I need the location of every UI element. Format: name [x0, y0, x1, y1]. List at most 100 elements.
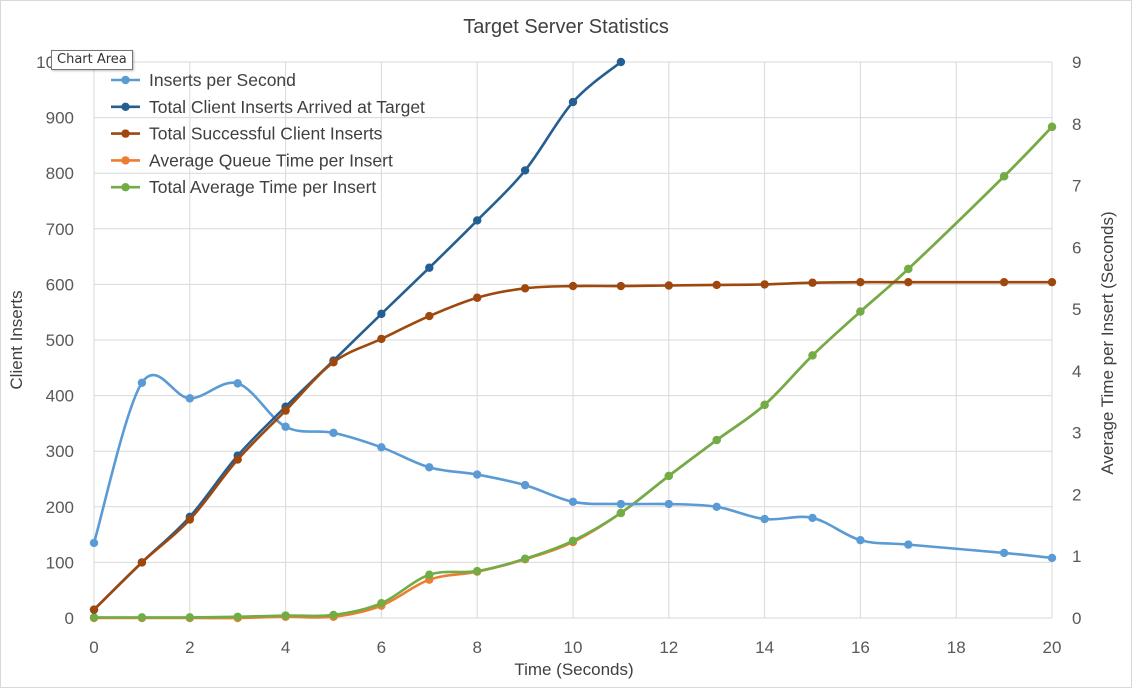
data-point[interactable] [233, 612, 242, 621]
data-point[interactable] [520, 480, 530, 490]
data-point[interactable] [904, 264, 913, 274]
data-point[interactable] [520, 554, 530, 563]
data-point[interactable] [377, 598, 386, 608]
data-point[interactable] [712, 280, 721, 290]
data-point[interactable] [1047, 553, 1057, 563]
data-point[interactable] [1047, 122, 1057, 132]
data-point[interactable] [520, 284, 530, 293]
y2-tick-label: 4 [1072, 362, 1081, 381]
data-point[interactable] [904, 277, 913, 287]
data-point[interactable] [520, 166, 530, 175]
y2-tick-label: 6 [1072, 238, 1081, 257]
data-point[interactable] [377, 443, 386, 452]
chart-title: Target Server Statistics [463, 16, 669, 38]
data-point[interactable] [233, 455, 242, 464]
data-point[interactable] [425, 311, 434, 321]
data-point[interactable] [664, 281, 673, 290]
data-point[interactable] [616, 508, 626, 518]
y-tick-label: 900 [46, 109, 74, 128]
y2-tick-label: 1 [1072, 547, 1081, 566]
data-point[interactable] [999, 172, 1009, 181]
data-point[interactable] [425, 463, 434, 472]
y2-tick-label: 2 [1072, 485, 1081, 504]
data-point[interactable] [712, 435, 721, 445]
data-point[interactable] [329, 610, 338, 620]
legend-item[interactable]: Average Queue Time per Insert [111, 150, 393, 170]
data-point[interactable] [473, 470, 482, 479]
data-point[interactable] [185, 515, 194, 524]
data-point[interactable] [856, 535, 865, 545]
data-point[interactable] [185, 394, 194, 403]
data-point[interactable] [760, 514, 769, 524]
data-point[interactable] [808, 278, 817, 287]
data-point[interactable] [137, 378, 147, 388]
data-point[interactable] [425, 570, 434, 579]
data-point[interactable] [856, 307, 865, 316]
x-tick-label: 14 [755, 638, 774, 657]
data-point[interactable] [185, 613, 194, 622]
data-point[interactable] [999, 548, 1009, 558]
data-point[interactable] [281, 406, 290, 415]
series-line [93, 60, 622, 611]
data-point[interactable] [1047, 277, 1057, 287]
legend-item[interactable]: Inserts per Second [111, 70, 296, 90]
data-point[interactable] [473, 566, 482, 576]
data-point[interactable] [425, 263, 434, 272]
data-point[interactable] [616, 499, 626, 509]
data-point[interactable] [712, 502, 721, 511]
data-point[interactable] [904, 540, 913, 549]
data-point[interactable] [999, 277, 1009, 287]
data-point[interactable] [473, 216, 482, 225]
legend[interactable]: Inserts per Second Total Client Inserts A… [111, 70, 425, 197]
data-point[interactable] [808, 351, 817, 360]
data-point[interactable] [760, 280, 769, 289]
data-point[interactable] [89, 605, 99, 614]
data-point[interactable] [808, 513, 817, 523]
data-point[interactable] [89, 613, 99, 622]
legend-swatch-marker [121, 156, 130, 165]
data-point[interactable] [568, 97, 578, 107]
data-point[interactable] [568, 536, 578, 545]
y2-tick-label: 0 [1072, 609, 1081, 628]
series-2[interactable] [89, 277, 1057, 614]
data-point[interactable] [664, 471, 673, 481]
legend-item[interactable]: Total Average Time per Insert [111, 177, 376, 197]
x-tick-label: 16 [851, 638, 870, 657]
data-point[interactable] [137, 558, 147, 567]
y-tick-label: 600 [46, 275, 74, 294]
x-tick-label: 0 [89, 638, 98, 657]
data-point[interactable] [664, 499, 673, 509]
data-point[interactable] [568, 497, 578, 506]
x-tick-label: 2 [185, 638, 194, 657]
data-point[interactable] [473, 293, 482, 302]
data-point[interactable] [281, 611, 290, 620]
series-4[interactable] [89, 122, 1057, 622]
legend-label: Total Average Time per Insert [149, 177, 376, 197]
x-tick-label: 4 [281, 638, 290, 657]
data-point[interactable] [856, 277, 865, 287]
legend-item[interactable]: Total Client Inserts Arrived at Target [111, 97, 425, 117]
x-tick-label: 10 [564, 638, 583, 657]
data-point[interactable] [329, 428, 338, 438]
legend-item[interactable]: Total Successful Client Inserts [111, 124, 383, 144]
series-0[interactable] [89, 373, 1057, 563]
data-point[interactable] [568, 281, 578, 291]
data-point[interactable] [616, 281, 626, 291]
data-point[interactable] [760, 400, 769, 410]
plot-area[interactable] [89, 57, 1057, 623]
y-tick-label: 400 [46, 387, 74, 406]
data-point[interactable] [89, 538, 99, 548]
data-point[interactable] [137, 613, 147, 622]
data-point[interactable] [281, 422, 290, 431]
data-point[interactable] [329, 358, 338, 367]
data-point[interactable] [377, 334, 386, 344]
y2-tick-label: 8 [1072, 115, 1081, 134]
data-point[interactable] [233, 379, 242, 388]
legend-swatch-marker [121, 75, 130, 85]
data-point[interactable] [616, 57, 626, 67]
x-axis-title: Time (Seconds) [514, 660, 633, 679]
data-point[interactable] [377, 309, 386, 319]
x-tick-label: 8 [472, 638, 481, 657]
